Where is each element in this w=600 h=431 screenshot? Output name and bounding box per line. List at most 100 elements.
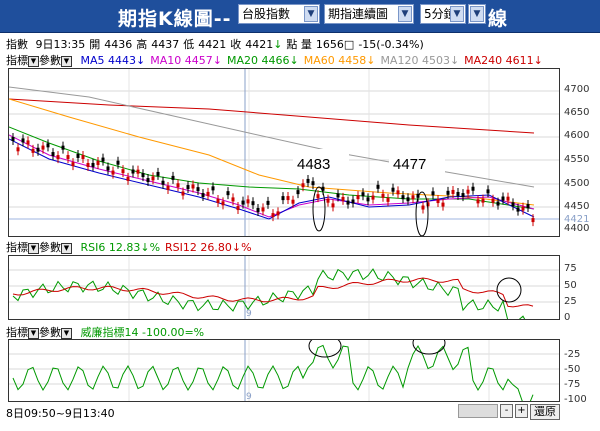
candle-body <box>216 198 220 203</box>
candle-body <box>236 206 240 211</box>
candle-body <box>241 200 245 205</box>
axis-tick-label: 4700 <box>564 84 590 95</box>
candle-body <box>56 155 60 160</box>
candle-body <box>21 138 25 143</box>
line-select[interactable]: ▼ <box>468 4 486 24</box>
candle-body <box>101 157 105 162</box>
candle-body <box>51 152 55 157</box>
candle-body <box>26 140 30 145</box>
wr-item-0: 威廉指標14 -100.00=% <box>80 326 205 339</box>
indicator-dropdown-button[interactable]: ▼ <box>28 327 39 339</box>
candle-body <box>426 202 430 207</box>
candle-body <box>176 183 180 188</box>
axis-tick-label: 4650 <box>564 107 590 118</box>
candle-body <box>181 191 185 196</box>
axis-tick-label: 4500 <box>564 178 590 189</box>
candle-body <box>481 198 485 203</box>
zoom-out-button[interactable]: - <box>500 404 513 418</box>
axis-tick-label: -50 <box>564 364 581 375</box>
candle-body <box>166 185 170 190</box>
candle-body <box>266 200 270 205</box>
quote-line: 指數 9日13:35 開 4436 高 4437 低 4421 收 4421↓ 點 量 1656□ -… <box>6 38 424 51</box>
param-dropdown-button[interactable]: ▼ <box>61 55 72 67</box>
interval-select[interactable]: 5分鐘 ▼ <box>420 4 466 24</box>
candle-body <box>116 160 120 165</box>
candle-body <box>106 166 110 171</box>
candle-body <box>271 213 275 218</box>
restore-button[interactable]: 還原 <box>530 404 560 420</box>
candle-body <box>161 180 165 185</box>
candle-body <box>386 197 390 202</box>
candle-body <box>451 189 455 194</box>
chevron-down-icon: ▼ <box>398 6 412 22</box>
zoom-in-button[interactable]: + <box>515 404 528 418</box>
candle-body <box>281 196 285 201</box>
candle-body <box>341 196 345 201</box>
candle-body <box>416 193 420 198</box>
candle-body <box>196 187 200 192</box>
ma-item-3: MA60 4458↓ <box>303 54 376 67</box>
wr-indicator-row: 指標 ▼ 參數 ▼ 威廉指標14 -100.00=% <box>6 326 205 339</box>
candle-body <box>411 195 415 200</box>
annotation-left-label: 4483 <box>297 156 330 173</box>
candle-body <box>91 162 95 167</box>
rsi12-line <box>12 277 534 308</box>
candle-body <box>471 186 475 191</box>
axis-tick-label: 25 <box>564 296 577 307</box>
contract-select[interactable]: 期指連續圖 ▼ <box>324 4 414 24</box>
scrollbar[interactable] <box>458 404 498 418</box>
axis-tick-label: 4600 <box>564 130 590 141</box>
candle-body <box>71 162 75 167</box>
indicator-dropdown-button[interactable]: ▼ <box>28 55 39 67</box>
candle-body <box>286 196 290 201</box>
rsi-values: RSI6 12.83↓% RSI12 26.80↓% <box>76 241 252 254</box>
candle-body <box>491 198 495 203</box>
candle-body <box>81 154 85 159</box>
candle-body <box>96 160 100 165</box>
candle-body <box>246 199 250 204</box>
candle-body <box>146 178 150 183</box>
price-chart: 4483 4477 <box>8 69 559 237</box>
market-select[interactable]: 台股指數 ▼ <box>238 4 320 24</box>
param-dropdown-button[interactable]: ▼ <box>61 327 72 339</box>
candle-body <box>171 175 175 180</box>
chevron-down-icon: ▼ <box>470 6 484 22</box>
chevron-down-icon: ▼ <box>304 6 318 22</box>
square-icon: □ <box>343 38 355 51</box>
candle-body <box>296 190 300 195</box>
candle-body <box>506 196 510 201</box>
ma-indicator-row: 指標 ▼ 參數 ▼ MA5 4443↓ MA10 4457↓ MA20 4466↓ MA60… <box>6 54 543 67</box>
candle-body <box>331 203 335 208</box>
candle-body <box>186 185 190 190</box>
williams-chart: 9 <box>9 331 559 408</box>
ma-item-4: MA120 4503↓ <box>380 54 460 67</box>
annotation-box <box>389 149 445 175</box>
quote-open: 4436 <box>104 38 133 51</box>
candle-body <box>131 169 135 174</box>
axis-tick-label: 4450 <box>564 201 590 212</box>
candle-body <box>441 202 445 207</box>
candle-body <box>16 147 20 152</box>
candle-body <box>406 197 410 202</box>
axis-tick-label: 4550 <box>564 154 590 165</box>
ma-item-5: MA240 4611↓ <box>464 54 543 67</box>
axis-tick-label: -100 <box>564 394 587 405</box>
axis-tick-label: -25 <box>564 349 581 360</box>
param-dropdown-button[interactable]: ▼ <box>61 242 72 254</box>
candle-body <box>261 207 265 212</box>
day-marker-label: 9 <box>246 392 252 401</box>
quote-low: 4421 <box>198 38 227 51</box>
rsi-indicator-row: 指標 ▼ 參數 ▼ RSI6 12.83↓% RSI12 26.80↓% <box>6 241 252 254</box>
chevron-down-icon: ▼ <box>450 6 464 22</box>
price-panel: 4483 4477 <box>8 68 560 237</box>
candle-body <box>311 181 315 186</box>
candle-body <box>501 196 505 201</box>
candle-body <box>226 191 230 196</box>
candle-body <box>276 211 280 216</box>
candle-body <box>401 195 405 200</box>
candle-body <box>381 193 385 198</box>
candle-body <box>356 195 360 200</box>
indicator-dropdown-button[interactable]: ▼ <box>28 242 39 254</box>
candle-body <box>141 173 145 178</box>
candle-body <box>521 206 525 211</box>
